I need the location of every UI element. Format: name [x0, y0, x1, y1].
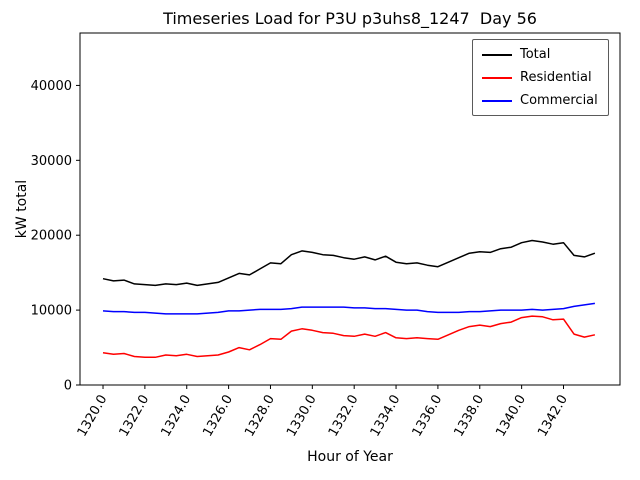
legend-item-residential: Residential — [482, 70, 598, 85]
x-tick-label: 1328.0 — [242, 393, 278, 440]
y-tick-label: 0 — [64, 379, 72, 394]
legend-line-residential — [482, 76, 512, 79]
x-tick-label: 1320.0 — [75, 393, 111, 440]
series-line-residential — [102, 315, 596, 359]
legend-item-commercial: Commercial — [482, 93, 598, 108]
legend: Total Residential Commercial — [472, 39, 609, 116]
y-tick-label: 20000 — [31, 229, 72, 244]
x-tick-label: 1334.0 — [368, 393, 404, 440]
x-tick-label: 1338.0 — [451, 393, 487, 440]
x-tick-label: 1324.0 — [158, 393, 194, 440]
series-line-total — [102, 239, 596, 287]
x-tick-label: 1340.0 — [493, 393, 529, 440]
legend-item-total: Total — [482, 47, 598, 62]
axes-frame — [79, 32, 621, 386]
x-tick-label: 1326.0 — [200, 393, 236, 440]
y-axis-label: kW total — [14, 179, 30, 239]
y-tick-label: 10000 — [31, 304, 72, 319]
x-tick-label: 1336.0 — [410, 393, 446, 440]
legend-label-total: Total — [520, 47, 551, 62]
y-tick-label: 40000 — [31, 79, 72, 94]
series-line-commercial — [102, 302, 596, 315]
x-tick-label: 1332.0 — [326, 393, 362, 440]
x-tick-label: 1322.0 — [117, 393, 153, 440]
y-tick-label: 30000 — [31, 154, 72, 169]
x-tick-label: 1342.0 — [535, 393, 571, 440]
legend-label-commercial: Commercial — [520, 93, 598, 108]
legend-label-residential: Residential — [520, 70, 592, 85]
x-axis-label: Hour of Year — [307, 449, 393, 465]
chart-title: Timeseries Load for P3U p3uhs8_1247 Day … — [163, 9, 537, 28]
legend-line-commercial — [482, 99, 512, 102]
x-tick-label: 1330.0 — [284, 393, 320, 440]
legend-line-total — [482, 53, 512, 56]
